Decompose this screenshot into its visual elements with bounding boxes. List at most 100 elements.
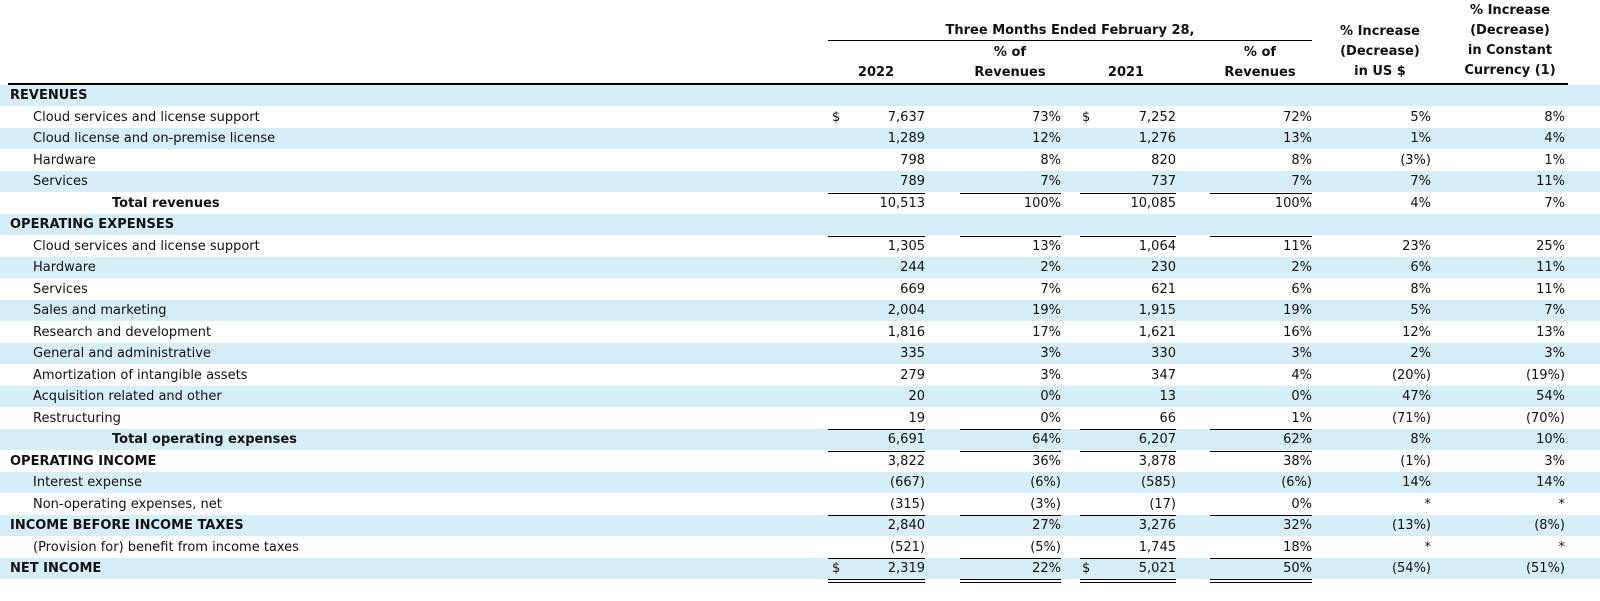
row-label: Restructuring bbox=[33, 410, 121, 426]
subtotal-rule bbox=[828, 235, 925, 237]
row-label: Services bbox=[33, 174, 88, 189]
cell-v2022: 1,816 bbox=[887, 324, 925, 340]
table-row: General and administrative 335 3% 330 3% 2% 3% bbox=[0, 343, 1600, 364]
cell-cc: 54% bbox=[1536, 389, 1565, 404]
row-label: REVENUES bbox=[10, 88, 88, 103]
cell-us: (1%) bbox=[1400, 453, 1431, 469]
cell-v2021: 737 bbox=[1151, 174, 1176, 189]
cell-v2022: 335 bbox=[900, 346, 925, 361]
row-label: Research and development bbox=[33, 324, 212, 340]
cell-us: 5% bbox=[1410, 303, 1431, 318]
cell-p2022: 2% bbox=[1040, 260, 1061, 275]
row-label: Hardware bbox=[33, 152, 96, 168]
cell-v2022: 244 bbox=[900, 260, 925, 275]
table-row: Cloud license and on-premise license 1,28… bbox=[0, 128, 1600, 149]
cell-v2021: 1,745 bbox=[1138, 539, 1176, 555]
cell-p2021: 32% bbox=[1283, 518, 1312, 533]
cell-p2021: 18% bbox=[1283, 539, 1312, 555]
cell-cc: 4% bbox=[1544, 131, 1565, 146]
subtotal-rule bbox=[828, 558, 925, 559]
double-underline bbox=[828, 579, 925, 583]
header-change-constant: % Increase (Decrease) in Constant Curren… bbox=[1455, 1, 1565, 81]
header-pct-line2: Revenues bbox=[1224, 65, 1296, 80]
table-row: Services 669 7% 621 6% 8% 11% bbox=[0, 279, 1600, 300]
cell-v2021: (17) bbox=[1149, 496, 1176, 512]
cell-v2022: 20 bbox=[908, 389, 925, 404]
subtotal-rule bbox=[1210, 515, 1312, 516]
cell-us: * bbox=[1424, 539, 1432, 555]
cell-p2021: 11% bbox=[1283, 238, 1312, 254]
cell-cc: 13% bbox=[1536, 324, 1565, 340]
subtotal-rule bbox=[1080, 429, 1176, 430]
double-underline bbox=[1080, 579, 1176, 583]
cell-v2022: 1,305 bbox=[887, 238, 925, 254]
subtotal-rule bbox=[960, 192, 1061, 194]
cell-v2021: 3,276 bbox=[1138, 518, 1176, 533]
cell-p2022: 0% bbox=[1040, 410, 1061, 426]
cell-cc: (8%) bbox=[1534, 518, 1565, 533]
subtotal-rule bbox=[828, 450, 925, 452]
cell-cc: 10% bbox=[1536, 432, 1565, 447]
cell-p2022: 7% bbox=[1040, 174, 1061, 189]
cell-v2022: 19 bbox=[908, 410, 925, 426]
cell-v2022: 7,637 bbox=[887, 109, 925, 125]
row-label: Total operating expenses bbox=[112, 432, 297, 447]
row-label: Non-operating expenses, net bbox=[33, 496, 222, 512]
cell-cc: 14% bbox=[1536, 475, 1565, 490]
cell-v2021: 6,207 bbox=[1138, 432, 1176, 447]
subtotal-rule bbox=[1210, 450, 1312, 452]
header-pct-rev-2022: % of Revenues bbox=[960, 43, 1060, 83]
cell-p2021: (6%) bbox=[1281, 475, 1312, 490]
header-cc-line2: (Decrease) bbox=[1470, 23, 1550, 38]
cell-v2022: 1,289 bbox=[887, 131, 925, 146]
cell-cc: 7% bbox=[1544, 303, 1565, 318]
cell-p2021: 8% bbox=[1291, 152, 1312, 168]
header-2022: 2022 bbox=[857, 65, 895, 80]
header-cc-line4: Currency (1) bbox=[1464, 63, 1556, 78]
cell-cc: 11% bbox=[1536, 174, 1565, 189]
subtotal-rule bbox=[1080, 515, 1176, 516]
cell-p2021: 38% bbox=[1283, 453, 1312, 469]
cell-v2021: 13 bbox=[1159, 389, 1176, 404]
cell-p2022: 3% bbox=[1040, 346, 1061, 361]
currency-symbol: $ bbox=[832, 109, 841, 125]
cell-v2022: 3,822 bbox=[887, 453, 925, 469]
cell-v2021: 330 bbox=[1151, 346, 1176, 361]
cell-us: 2% bbox=[1410, 346, 1431, 361]
subtotal-rule bbox=[828, 515, 925, 516]
cell-p2021: 4% bbox=[1291, 367, 1312, 383]
cell-v2021: 1,064 bbox=[1138, 238, 1176, 254]
cell-p2022: (3%) bbox=[1030, 496, 1061, 512]
cell-p2022: 64% bbox=[1032, 432, 1061, 447]
subtotal-rule bbox=[1080, 558, 1176, 559]
header-2021: 2021 bbox=[1107, 65, 1145, 80]
cell-us: 6% bbox=[1410, 260, 1431, 275]
cell-us: (3%) bbox=[1400, 152, 1431, 168]
cell-p2022: 73% bbox=[1032, 109, 1061, 125]
cell-cc: (51%) bbox=[1525, 561, 1565, 576]
row-label: OPERATING EXPENSES bbox=[10, 217, 175, 232]
row-label: Cloud services and license support bbox=[33, 238, 260, 254]
cell-cc: (19%) bbox=[1525, 367, 1565, 383]
total-row: Total revenues 10,513 100% 10,085 100% 4% 7% bbox=[0, 192, 1600, 214]
cell-v2021: 820 bbox=[1151, 152, 1176, 168]
cell-p2021: 2% bbox=[1291, 260, 1312, 275]
cell-p2021: 1% bbox=[1291, 410, 1312, 426]
cell-v2022: 798 bbox=[900, 152, 925, 168]
cell-v2021: (585) bbox=[1141, 475, 1176, 490]
total-row: NET INCOME 2,319 22% 5,021 50% (54%) (51%) $ $ bbox=[0, 558, 1600, 583]
table-row: Amortization of intangible assets 279 3% 34… bbox=[0, 365, 1600, 386]
subtotal-rule bbox=[960, 429, 1061, 430]
section-header-row: REVENUES bbox=[0, 85, 1600, 106]
subtotal-rule bbox=[828, 429, 925, 430]
cell-cc: 7% bbox=[1544, 195, 1565, 211]
cell-us: * bbox=[1424, 496, 1432, 512]
subtotal-rule bbox=[1080, 192, 1176, 194]
table-row: Interest expense (667) (6%) (585) (6%) 14% 14% bbox=[0, 472, 1600, 493]
cell-v2021: 10,085 bbox=[1130, 195, 1177, 211]
cell-v2021: 347 bbox=[1151, 367, 1176, 383]
cell-us: 47% bbox=[1402, 389, 1431, 404]
cell-v2021: 1,915 bbox=[1138, 303, 1176, 318]
subtotal-rule bbox=[960, 235, 1061, 237]
cell-us: 4% bbox=[1410, 195, 1431, 211]
